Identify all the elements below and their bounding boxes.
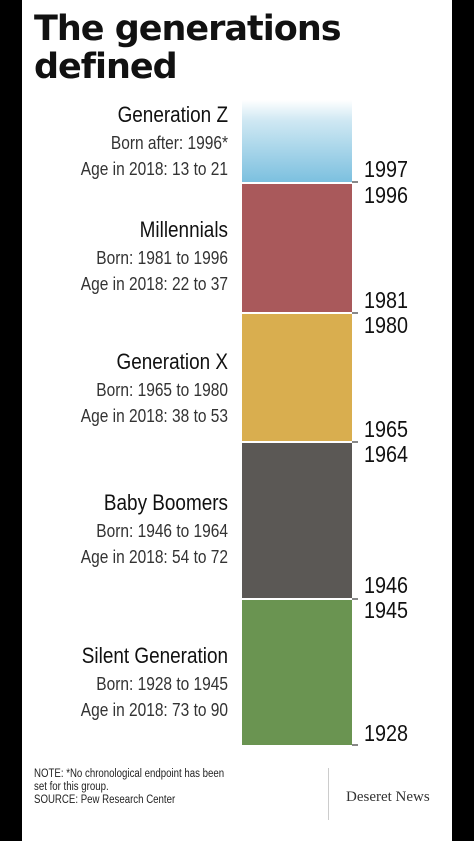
year-label-1945: 1945 — [364, 597, 409, 623]
infographic-panel: The generations defined Generation Z Bor… — [22, 0, 452, 841]
baby-boomers-born-label: Born: — [96, 521, 134, 541]
baby-boomers-bar — [242, 443, 352, 598]
gen-x-born-value: 1965 to 1980 — [137, 380, 228, 400]
gen-z-age: Age in 2018: 13 to 21 — [56, 156, 228, 182]
footer-divider — [328, 768, 329, 820]
millennials-name: Millennials — [139, 217, 228, 242]
gen-z-age-value: 13 to 21 — [172, 159, 228, 179]
gen-z-labels: Generation Z Born after: 1996* Age in 20… — [56, 101, 228, 182]
silent-generation-name: Silent Generation — [81, 643, 228, 668]
baby-boomers-age-value: 54 to 72 — [172, 547, 228, 567]
millennials-born-value: 1981 to 1996 — [137, 248, 228, 268]
baby-boomers-labels: Baby Boomers Born: 1946 to 1964 Age in 2… — [56, 489, 228, 570]
gen-x-age: Age in 2018: 38 to 53 — [56, 403, 228, 429]
millennials-born: Born: 1981 to 1996 — [56, 245, 228, 271]
gen-z-bar — [242, 100, 352, 182]
silent-generation-age: Age in 2018: 73 to 90 — [56, 697, 228, 723]
year-label-1996: 1996 — [364, 182, 409, 208]
tick-1997 — [352, 181, 358, 183]
gen-z-born-label: Born after: — [110, 133, 184, 153]
silent-generation-age-value: 73 to 90 — [172, 700, 228, 720]
year-label-1981: 1981 — [364, 287, 409, 313]
silent-generation-born: Born: 1928 to 1945 — [56, 671, 228, 697]
silent-generation-born-value: 1928 to 1945 — [137, 674, 228, 694]
millennials-born-label: Born: — [96, 248, 134, 268]
footnote: NOTE: *No chronological endpoint has bee… — [34, 768, 261, 807]
millennials-age-label: Age in 2018: — [80, 274, 168, 294]
millennials-age-value: 22 to 37 — [172, 274, 228, 294]
year-label-1928: 1928 — [364, 720, 409, 746]
gen-x-bar — [242, 314, 352, 441]
tick-1946 — [352, 598, 358, 600]
gen-z-born-value: 1996* — [187, 133, 228, 153]
baby-boomers-born: Born: 1946 to 1964 — [56, 518, 228, 544]
publisher-logo: Deseret News — [346, 789, 430, 805]
baby-boomers-name: Baby Boomers — [103, 490, 228, 515]
gen-z-age-label: Age in 2018: — [80, 159, 168, 179]
gen-x-age-value: 38 to 53 — [172, 406, 228, 426]
millennials-age: Age in 2018: 22 to 37 — [56, 271, 228, 297]
gen-x-born-label: Born: — [96, 380, 134, 400]
gen-x-born: Born: 1965 to 1980 — [56, 377, 228, 403]
tick-1981 — [352, 312, 358, 314]
gen-z-born: Born after: 1996* — [56, 130, 228, 156]
millennials-bar — [242, 184, 352, 312]
baby-boomers-age: Age in 2018: 54 to 72 — [56, 544, 228, 570]
year-label-1964: 1964 — [364, 441, 409, 467]
note-line-1: NOTE: *No chronological endpoint has bee… — [34, 768, 225, 780]
note-line-2: set for this group. — [34, 781, 109, 793]
gen-x-age-label: Age in 2018: — [80, 406, 168, 426]
baby-boomers-age-label: Age in 2018: — [80, 547, 168, 567]
gen-x-labels: Generation X Born: 1965 to 1980 Age in 2… — [56, 348, 228, 429]
gen-x-name: Generation X — [116, 349, 228, 374]
silent-generation-labels: Silent Generation Born: 1928 to 1945 Age… — [56, 642, 228, 723]
silent-generation-bar — [242, 600, 352, 745]
tick-1965 — [352, 441, 358, 443]
silent-generation-age-label: Age in 2018: — [80, 700, 168, 720]
source-line: SOURCE: Pew Research Center — [34, 794, 176, 806]
year-label-1997: 1997 — [364, 156, 409, 182]
year-label-1946: 1946 — [364, 572, 409, 598]
year-label-1965: 1965 — [364, 416, 409, 442]
tick-1928 — [352, 744, 358, 746]
infographic-title: The generations defined — [34, 9, 342, 87]
baby-boomers-born-value: 1946 to 1964 — [137, 521, 228, 541]
silent-generation-born-label: Born: — [96, 674, 134, 694]
year-label-1980: 1980 — [364, 312, 409, 338]
gen-z-name: Generation Z — [117, 102, 228, 127]
millennials-labels: Millennials Born: 1981 to 1996 Age in 20… — [56, 216, 228, 297]
